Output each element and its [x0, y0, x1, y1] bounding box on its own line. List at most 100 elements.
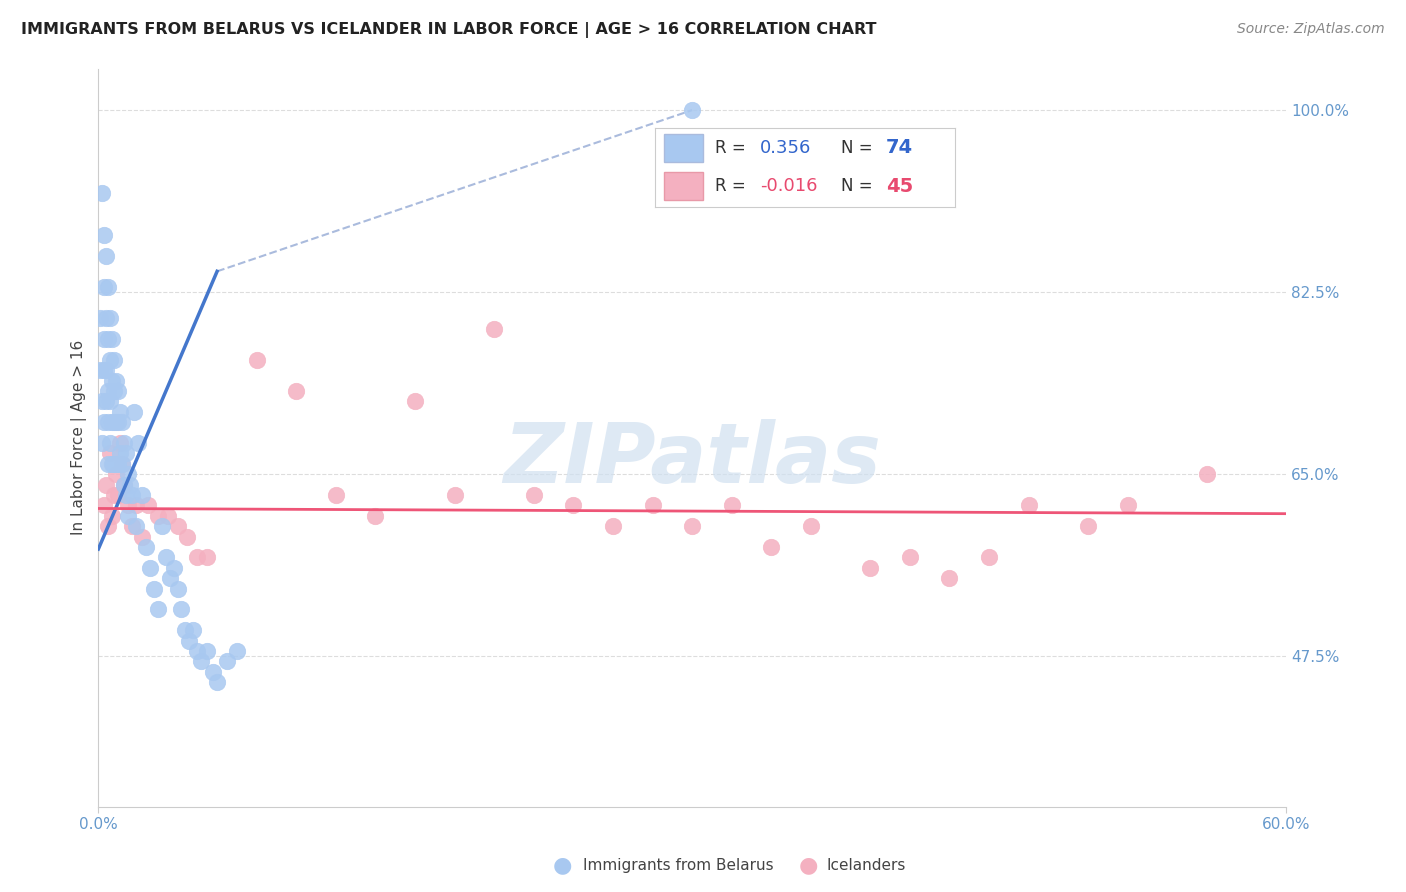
Point	[562, 499, 585, 513]
Point	[107, 457, 129, 471]
Point	[146, 508, 169, 523]
Point	[186, 644, 208, 658]
Point	[641, 499, 664, 513]
Point	[97, 332, 120, 346]
Point	[117, 499, 139, 513]
Point	[1018, 499, 1040, 513]
Point	[118, 477, 141, 491]
Point	[93, 332, 115, 346]
Point	[112, 477, 135, 491]
Point	[146, 602, 169, 616]
Text: -0.016: -0.016	[761, 178, 817, 195]
Point	[93, 415, 115, 429]
Point	[101, 457, 124, 471]
Point	[112, 477, 135, 491]
Point	[602, 519, 624, 533]
Point	[101, 508, 124, 523]
Point	[98, 352, 121, 367]
Point	[681, 103, 703, 117]
Point	[96, 363, 118, 377]
Text: R =: R =	[716, 178, 751, 195]
Text: 0.356: 0.356	[761, 139, 811, 157]
Point	[127, 436, 149, 450]
Point	[91, 394, 114, 409]
Point	[115, 488, 138, 502]
Text: ●: ●	[799, 855, 818, 875]
Point	[761, 540, 783, 554]
Point	[131, 488, 153, 502]
Point	[195, 644, 218, 658]
Point	[107, 384, 129, 398]
Point	[108, 436, 131, 450]
Point	[96, 394, 118, 409]
Point	[111, 457, 134, 471]
Point	[142, 582, 165, 596]
Point	[166, 519, 188, 533]
Point	[98, 394, 121, 409]
Point	[155, 550, 177, 565]
Point	[103, 415, 125, 429]
Point	[97, 457, 120, 471]
Point	[170, 602, 193, 616]
Text: N =: N =	[841, 139, 877, 157]
Text: 74: 74	[886, 138, 912, 157]
Point	[117, 467, 139, 482]
Point	[681, 519, 703, 533]
Point	[215, 654, 238, 668]
Point	[404, 394, 426, 409]
Point	[103, 352, 125, 367]
Point	[117, 508, 139, 523]
Point	[720, 499, 742, 513]
Point	[103, 384, 125, 398]
Point	[107, 415, 129, 429]
Bar	[664, 172, 703, 201]
Text: Icelanders: Icelanders	[827, 858, 905, 872]
Point	[202, 665, 225, 679]
Point	[122, 405, 145, 419]
Point	[97, 384, 120, 398]
Point	[91, 436, 114, 450]
Point	[115, 446, 138, 460]
Point	[125, 499, 148, 513]
Point	[98, 436, 121, 450]
Point	[179, 633, 201, 648]
Point	[136, 499, 159, 513]
Text: ●: ●	[553, 855, 572, 875]
Point	[205, 675, 228, 690]
Point	[93, 227, 115, 242]
Point	[93, 363, 115, 377]
Point	[111, 415, 134, 429]
Point	[103, 457, 125, 471]
Point	[1116, 499, 1139, 513]
Point	[186, 550, 208, 565]
Point	[93, 499, 115, 513]
Point	[91, 186, 114, 201]
Point	[105, 415, 128, 429]
Point	[174, 623, 197, 637]
Point	[125, 519, 148, 533]
Point	[156, 508, 179, 523]
Point	[484, 321, 506, 335]
Point	[139, 561, 162, 575]
Point	[1195, 467, 1218, 482]
Point	[938, 571, 960, 585]
Point	[93, 280, 115, 294]
Point	[183, 623, 205, 637]
Point	[96, 249, 118, 263]
Point	[103, 488, 125, 502]
Bar	[664, 134, 703, 162]
Point	[195, 550, 218, 565]
Point	[97, 519, 120, 533]
Point	[285, 384, 308, 398]
Point	[1077, 519, 1099, 533]
Point	[150, 519, 173, 533]
Point	[523, 488, 546, 502]
Point	[246, 352, 269, 367]
Point	[107, 488, 129, 502]
Text: R =: R =	[716, 139, 751, 157]
Point	[105, 467, 128, 482]
Point	[121, 519, 143, 533]
Point	[977, 550, 1000, 565]
Point	[112, 436, 135, 450]
Point	[325, 488, 347, 502]
